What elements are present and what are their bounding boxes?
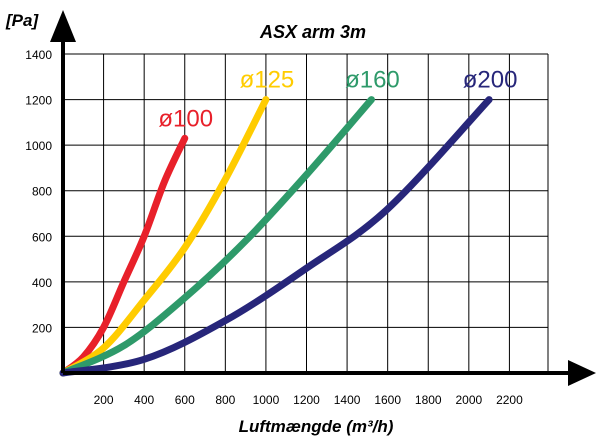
y-tick-label: 1200 (25, 94, 52, 108)
x-tick-label: 1600 (374, 393, 401, 407)
x-tick-label: 400 (134, 393, 154, 407)
x-tick-label: 1800 (415, 393, 442, 407)
y-tick-label: 400 (32, 276, 52, 290)
x-tick-label: 2200 (496, 393, 523, 407)
axes (50, 10, 596, 386)
y-tick-label: 200 (32, 321, 52, 335)
series-group (59, 96, 493, 377)
x-tick-label: 1200 (293, 393, 320, 407)
series-label: ø125 (240, 67, 295, 94)
y-tick-label: 600 (32, 230, 52, 244)
series-line (59, 96, 375, 377)
x-tick-label: 1400 (334, 393, 361, 407)
series-line (59, 134, 189, 377)
y-axis-arrow (50, 10, 76, 42)
tick-labels: 200 400 600 800 1000 1200 1400 1600 1800 2000 2200… (25, 48, 523, 407)
x-tick-label: 600 (175, 393, 195, 407)
series-line (59, 96, 270, 377)
series-line (59, 96, 493, 377)
x-axis-label: Luftmængde (m³/h) (239, 417, 394, 436)
x-tick-label: 2000 (455, 393, 482, 407)
series-label: ø160 (345, 67, 400, 94)
y-tick-label: 800 (32, 185, 52, 199)
grid (63, 53, 549, 373)
x-axis-arrow (568, 360, 596, 386)
x-tick-label: 200 (94, 393, 114, 407)
chart-title: ASX arm 3m (259, 22, 366, 42)
x-tick-label: 1000 (253, 393, 280, 407)
y-axis-label: [Pa] (5, 11, 39, 30)
series-labels: ø100 ø125 ø160 ø200 (158, 67, 517, 133)
series-label: ø100 (158, 105, 213, 132)
y-tick-label: 1000 (25, 139, 52, 153)
y-tick-label: 1400 (25, 48, 52, 62)
series-label: ø200 (463, 67, 518, 94)
x-tick-label: 800 (215, 393, 235, 407)
